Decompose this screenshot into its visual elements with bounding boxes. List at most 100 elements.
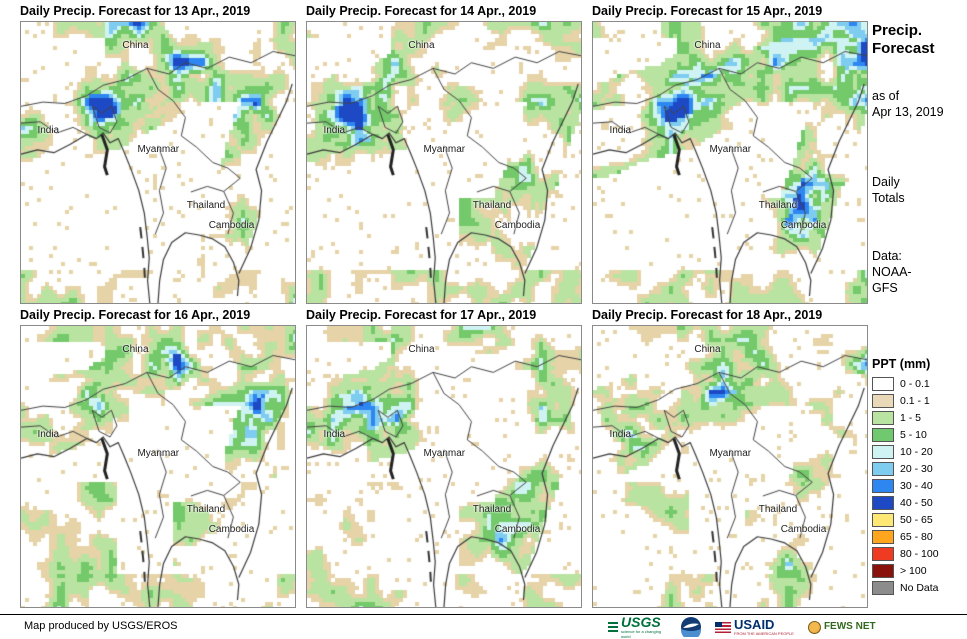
legend-entry: 80 - 100	[872, 546, 966, 561]
map-label-myanmar: Myanmar	[423, 448, 466, 460]
legend-swatch	[872, 461, 894, 476]
legend-entry: 0.1 - 1	[872, 393, 966, 408]
sidebar-title-line1: Precip.	[872, 22, 923, 39]
map-label-cambodia: Cambodia	[208, 220, 255, 232]
legend-swatch	[872, 478, 894, 493]
map-label-india: India	[37, 124, 60, 136]
legend-swatch	[872, 495, 894, 510]
panel-title: Daily Precip. Forecast for 18 Apr., 2019	[592, 308, 823, 322]
usaid-tagline: FROM THE AMERICAN PEOPLE	[734, 630, 794, 636]
fewsnet-globe-icon	[807, 620, 821, 634]
totals-line2: Totals	[872, 191, 905, 205]
legend-label: > 100	[900, 564, 927, 577]
map-label-thailand: Thailand	[758, 504, 798, 516]
map-label-thailand: Thailand	[472, 504, 512, 516]
map-label-cambodia: Cambodia	[494, 220, 541, 232]
legend-swatch	[872, 580, 894, 595]
map-label-cambodia: Cambodia	[780, 220, 827, 232]
map-label-cambodia: Cambodia	[494, 524, 541, 536]
legend-entry: 50 - 65	[872, 512, 966, 527]
legend-label: 5 - 10	[900, 428, 927, 441]
map-label-india: India	[609, 124, 632, 136]
map-label-india: India	[323, 428, 346, 440]
map-credit: Map produced by USGS/EROS	[24, 620, 178, 632]
map-label-china: China	[408, 40, 435, 52]
sidebar-title: Precip. Forecast	[872, 22, 966, 58]
footer-logos: USGS science for a changing world USAID …	[608, 615, 876, 639]
map-label-china: China	[694, 40, 721, 52]
map-label-china: China	[122, 344, 149, 356]
panel-title: Daily Precip. Forecast for 15 Apr., 2019	[592, 4, 823, 18]
precip-raster	[593, 22, 867, 303]
legend-title: PPT (mm)	[872, 357, 931, 371]
legend-entry: 65 - 80	[872, 529, 966, 544]
legend: PPT (mm) 0 - 0.1 0.1 - 1 1 - 5 5 - 10 10…	[872, 356, 966, 598]
map-label-india: India	[609, 428, 632, 440]
precip-map: China India Myanmar Thailand Cambodia	[20, 325, 296, 608]
legend-label: 0.1 - 1	[900, 394, 930, 407]
map-label-cambodia: Cambodia	[780, 524, 827, 536]
data-label: Data:	[872, 249, 902, 263]
precip-raster	[593, 326, 867, 607]
usaid-flag-icon	[715, 621, 731, 633]
panel-title: Daily Precip. Forecast for 13 Apr., 2019	[20, 4, 251, 18]
data-source-line1: NOAA-	[872, 265, 912, 279]
legend-swatch	[872, 427, 894, 442]
map-label-thailand: Thailand	[186, 200, 226, 212]
map-label-thailand: Thailand	[758, 200, 798, 212]
map-label-india: India	[323, 124, 346, 136]
legend-swatch	[872, 563, 894, 578]
legend-swatch	[872, 444, 894, 459]
sidebar-totals: Daily Totals	[872, 174, 966, 206]
fewsnet-wordmark: FEWS NET	[823, 621, 876, 632]
legend-entry: > 100	[872, 563, 966, 578]
forecast-panel-17apr: Daily Precip. Forecast for 17 Apr., 2019…	[306, 308, 582, 608]
legend-label: 30 - 40	[900, 479, 933, 492]
legend-label: 0 - 0.1	[900, 377, 930, 390]
legend-entry: 1 - 5	[872, 410, 966, 425]
map-label-myanmar: Myanmar	[709, 144, 752, 156]
asof-label: as of	[872, 89, 900, 103]
legend-swatch	[872, 512, 894, 527]
legend-entry: 20 - 30	[872, 461, 966, 476]
legend-swatch	[872, 376, 894, 391]
forecast-panel-13apr: Daily Precip. Forecast for 13 Apr., 2019…	[20, 4, 296, 304]
asof-date: Apr 13, 2019	[872, 105, 944, 119]
legend-swatch	[872, 393, 894, 408]
map-label-china: China	[122, 40, 149, 52]
legend-entry: No Data	[872, 580, 966, 595]
noaa-emblem-icon	[681, 617, 701, 637]
legend-swatch	[872, 410, 894, 425]
legend-entry: 10 - 20	[872, 444, 966, 459]
map-label-myanmar: Myanmar	[137, 448, 180, 460]
map-label-china: China	[408, 344, 435, 356]
legend-entry: 5 - 10	[872, 427, 966, 442]
map-label-myanmar: Myanmar	[423, 144, 466, 156]
fewsnet-logo: FEWS NET	[807, 620, 876, 634]
noaa-logo	[681, 617, 701, 637]
precip-raster	[21, 22, 295, 303]
forecast-panel-15apr: Daily Precip. Forecast for 15 Apr., 2019…	[592, 4, 868, 304]
data-source-line2: GFS	[872, 281, 898, 295]
forecast-panel-16apr: Daily Precip. Forecast for 16 Apr., 2019…	[20, 308, 296, 608]
panel-title: Daily Precip. Forecast for 17 Apr., 2019	[306, 308, 537, 322]
totals-line1: Daily	[872, 175, 900, 189]
precip-map: China India Myanmar Thailand Cambodia	[306, 21, 582, 304]
sidebar-asof: as of Apr 13, 2019	[872, 88, 966, 120]
precip-map: China India Myanmar Thailand Cambodia	[306, 325, 582, 608]
legend-entry: 30 - 40	[872, 478, 966, 493]
legend-entry: 40 - 50	[872, 495, 966, 510]
legend-label: 80 - 100	[900, 547, 939, 560]
usaid-logo: USAID FROM THE AMERICAN PEOPLE	[715, 618, 794, 636]
sidebar-title-line2: Forecast	[872, 40, 935, 57]
legend-label: No Data	[900, 581, 939, 594]
precip-map: China India Myanmar Thailand Cambodia	[20, 21, 296, 304]
legend-label: 10 - 20	[900, 445, 933, 458]
map-label-cambodia: Cambodia	[208, 524, 255, 536]
legend-label: 1 - 5	[900, 411, 922, 424]
legend-label: 65 - 80	[900, 530, 933, 543]
legend-entry: 0 - 0.1	[872, 376, 966, 391]
usgs-logo: USGS science for a changing world	[608, 615, 667, 639]
panel-title: Daily Precip. Forecast for 16 Apr., 2019	[20, 308, 251, 322]
panel-title: Daily Precip. Forecast for 14 Apr., 2019	[306, 4, 537, 18]
